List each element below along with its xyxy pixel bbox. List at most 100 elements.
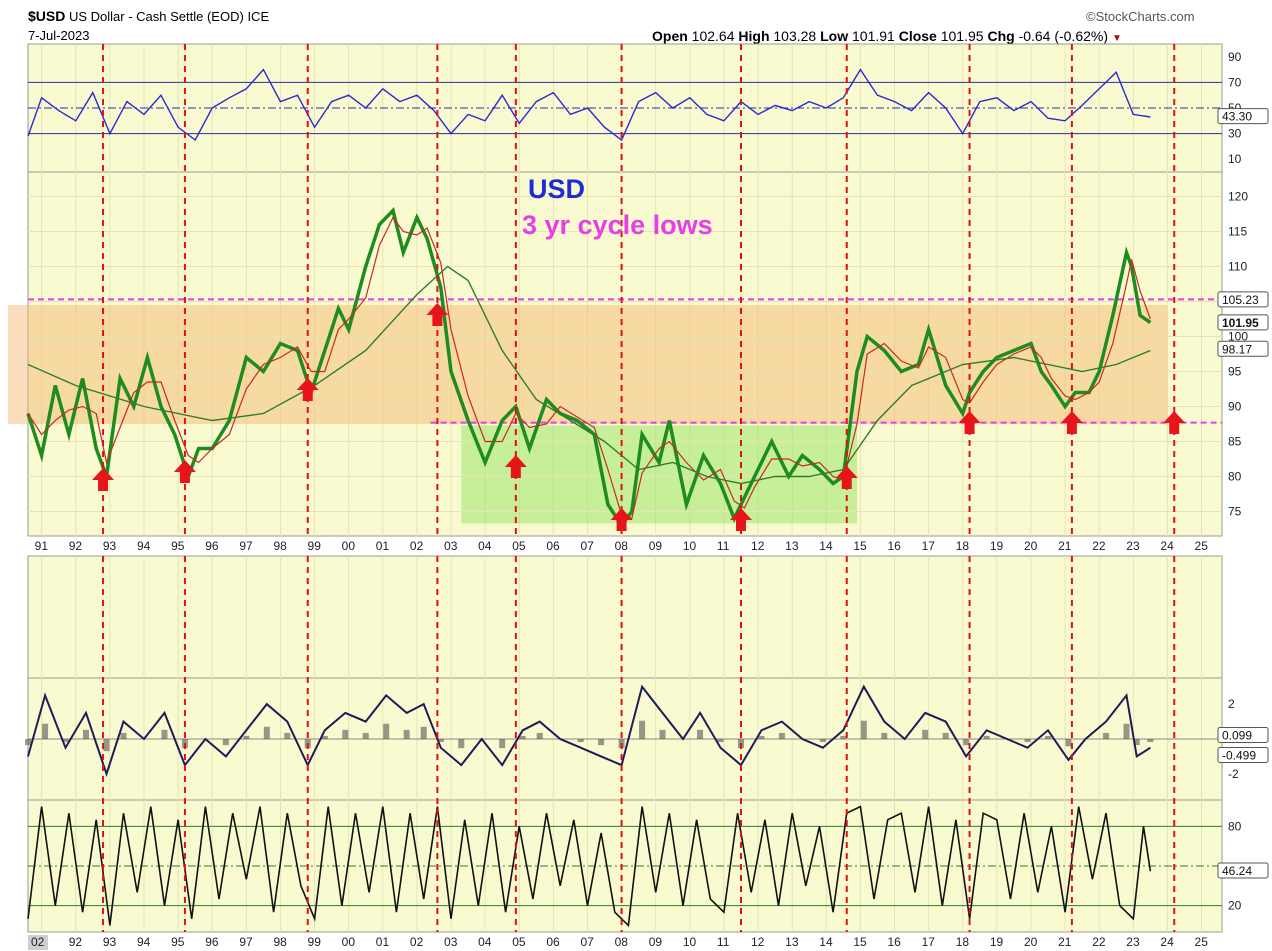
x-axis-start-box xyxy=(28,935,48,950)
open-value: 102.64 xyxy=(691,28,735,44)
x-tick-label: 93 xyxy=(103,935,117,949)
x-tick-label: 15 xyxy=(853,539,867,553)
stochastic-tick-label: 20 xyxy=(1228,899,1242,913)
price-tick-label: 75 xyxy=(1228,505,1242,519)
price-tick-label: 95 xyxy=(1228,365,1242,379)
x-tick-label: 94 xyxy=(137,539,151,553)
x-tick-label: 02 xyxy=(410,539,424,553)
chg-value: -0.64 (-0.62%) xyxy=(1018,28,1109,44)
x-tick-label: 10 xyxy=(683,935,697,949)
price-tick-label: 80 xyxy=(1228,470,1242,484)
ohlc-readout: Open 102.64 High 103.28 Low 101.91 Close… xyxy=(652,28,1122,44)
stochastic-tick-label: 80 xyxy=(1228,819,1242,833)
high-value: 103.28 xyxy=(773,28,817,44)
high-label: High xyxy=(738,28,770,44)
symbol: $USD xyxy=(28,8,66,24)
x-tick-label: 02 xyxy=(410,935,424,949)
x-tick-label: 96 xyxy=(205,539,219,553)
x-tick-label: 93 xyxy=(103,539,117,553)
x-tick-label: 14 xyxy=(819,539,833,553)
cycle-low-arrow xyxy=(426,303,449,326)
x-tick-label: 01 xyxy=(376,935,390,949)
x-tick-label: 22 xyxy=(1092,539,1106,553)
x-tick-label: 13 xyxy=(785,935,799,949)
x-tick-label: 05 xyxy=(512,935,526,949)
macd-value-label: 0.099 xyxy=(1222,729,1252,743)
x-tick-label: 21 xyxy=(1058,539,1072,553)
x-tick-label: 09 xyxy=(649,935,663,949)
x-tick-label: 00 xyxy=(342,539,356,553)
cycle-low-arrow xyxy=(296,378,319,401)
macd-tick-label: -2 xyxy=(1228,767,1239,781)
rsi-tick-label: 10 xyxy=(1228,152,1242,166)
price-tick-label: 90 xyxy=(1228,400,1242,414)
price-resistance-value-label-box xyxy=(1217,291,1269,308)
x-tick-label: 24 xyxy=(1160,935,1174,949)
price-resistance-value-label: 105.23 xyxy=(1222,293,1259,307)
x-tick-label: 92 xyxy=(69,935,83,949)
x-tick-label: 16 xyxy=(888,935,902,949)
low-value: 101.91 xyxy=(852,28,895,44)
cycle-low-arrow xyxy=(610,508,633,531)
x-tick-label: 04 xyxy=(478,539,492,553)
chart-date: 7-Jul-2023 xyxy=(28,28,90,43)
x-tick-label: 95 xyxy=(171,935,185,949)
x-tick-label: 07 xyxy=(580,935,594,949)
price-close-value-label-box xyxy=(1217,314,1269,331)
x-tick-label: 09 xyxy=(649,539,663,553)
x-tick-label: 23 xyxy=(1126,539,1140,553)
x-tick-label: 08 xyxy=(615,935,629,949)
cycle-low-arrow xyxy=(1060,411,1083,434)
close-value: 101.95 xyxy=(940,28,984,44)
instrument-name: US Dollar - Cash Settle (EOD) xyxy=(68,9,244,24)
x-tick-label: 25 xyxy=(1195,539,1209,553)
x-tick-label: 15 xyxy=(853,935,867,949)
x-tick-label: 12 xyxy=(751,935,765,949)
x-tick-label: 10 xyxy=(683,539,697,553)
x-tick-label: 23 xyxy=(1126,935,1140,949)
x-tick-label: 99 xyxy=(308,935,322,949)
x-tick-label: 98 xyxy=(273,935,287,949)
x-tick-label: 98 xyxy=(273,539,287,553)
x-tick-label: 14 xyxy=(819,935,833,949)
rsi-tick-label: 70 xyxy=(1228,75,1242,89)
x-tick-label: 94 xyxy=(137,935,151,949)
x-tick-label: 11 xyxy=(717,539,730,553)
macd-line xyxy=(27,684,1151,778)
price-ma-value-label-box xyxy=(1217,340,1269,357)
x-tick-label: 08 xyxy=(615,539,629,553)
macd-tick-label: 2 xyxy=(1228,697,1235,711)
low-label: Low xyxy=(820,28,849,44)
cycle-low-arrow xyxy=(504,455,527,478)
price-line xyxy=(26,207,1152,529)
consolidation-zone xyxy=(8,305,1168,424)
x-axis-start-label: 02 xyxy=(31,935,45,949)
long-moving-average-line xyxy=(27,265,1151,485)
annotation-subtitle: 3 yr cycle lows xyxy=(522,210,713,240)
source-credit: ©StockCharts.com xyxy=(1086,9,1195,24)
x-tick-label: 22 xyxy=(1092,935,1106,949)
x-tick-label: 16 xyxy=(888,539,902,553)
price-tick-label: 115 xyxy=(1228,225,1247,239)
x-tick-label: 07 xyxy=(580,539,594,553)
stochastic-value-label-box xyxy=(1217,862,1269,879)
x-tick-label: 03 xyxy=(444,935,458,949)
x-tick-label: 99 xyxy=(308,539,322,553)
macd-value-label-box xyxy=(1217,727,1269,744)
x-tick-label: 18 xyxy=(956,935,970,949)
x-tick-label: 95 xyxy=(171,539,185,553)
x-tick-label: 17 xyxy=(922,935,936,949)
cycle-low-arrow xyxy=(173,460,196,483)
rsi-tick-label: 30 xyxy=(1228,127,1242,141)
x-tick-label: 06 xyxy=(546,539,560,553)
price-tick-label: 100 xyxy=(1228,330,1248,344)
chg-label: Chg xyxy=(987,28,1015,44)
x-tick-label: 97 xyxy=(239,935,253,949)
x-tick-label: 18 xyxy=(956,539,970,553)
price-tick-label: 85 xyxy=(1228,435,1242,449)
x-tick-label: 91 xyxy=(35,539,49,553)
short-moving-average-line xyxy=(27,216,1151,520)
close-label: Close xyxy=(898,28,937,44)
x-tick-label: 92 xyxy=(69,539,83,553)
